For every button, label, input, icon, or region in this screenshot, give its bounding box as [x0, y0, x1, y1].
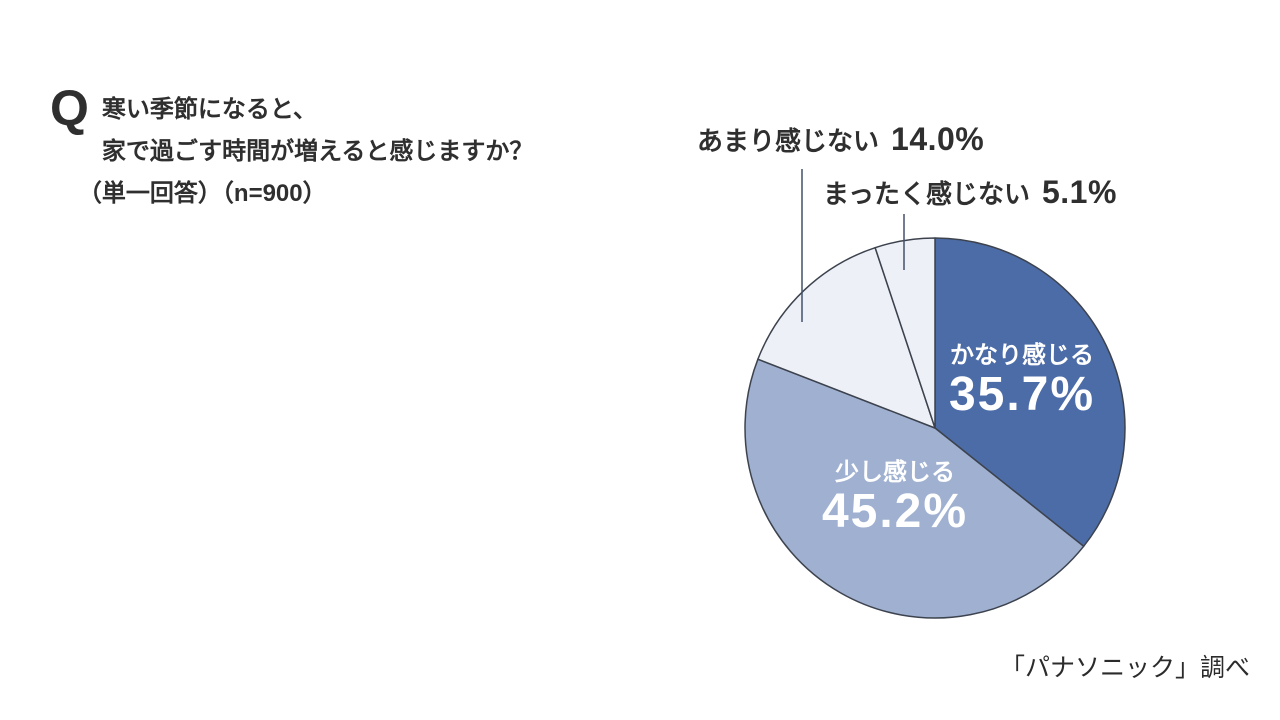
- slice-percent: 45.2%: [821, 485, 969, 538]
- callout-amari-kanjinai: あまり感じない 14.0%: [697, 121, 984, 158]
- slice-name: 少し感じる: [834, 459, 955, 486]
- slice-name: かなり感じる: [949, 342, 1094, 369]
- callout-percent: 14.0%: [891, 121, 985, 157]
- slice-label-kanari-kanjiru: かなり感じる 35.7%: [949, 341, 1095, 419]
- question-q-mark: Q: [50, 80, 89, 136]
- pie-slice-0: [934, 237, 1126, 548]
- question-block: Q 寒い季節になると、 家で過ごす時間が増えると感じますか？ （単一回答）（n=…: [50, 80, 534, 215]
- callout-mattaku-kanjinai: まったく感じない 5.1%: [823, 174, 1117, 211]
- question-line-3: （単一回答）（n=900）: [77, 180, 327, 207]
- callout-label: あまり感じない: [697, 126, 880, 156]
- callout-percent: 5.1%: [1041, 174, 1117, 210]
- question-text: 寒い季節になると、 家で過ごす時間が増えると感じますか？ （単一回答）（n=90…: [78, 86, 534, 215]
- pie-slice-1: [744, 358, 1085, 619]
- question-line-1: 寒い季節になると、: [101, 96, 317, 123]
- slice-label-sukoshi-kanjiru: 少し感じる 45.2%: [822, 458, 968, 536]
- question-line-2: 家で過ごす時間が増えると感じますか？: [101, 138, 534, 165]
- slice-percent: 35.7%: [948, 368, 1096, 421]
- callout-label: まったく感じない: [823, 179, 1030, 209]
- source-credit: 「パナソニック」調べ: [1000, 654, 1251, 682]
